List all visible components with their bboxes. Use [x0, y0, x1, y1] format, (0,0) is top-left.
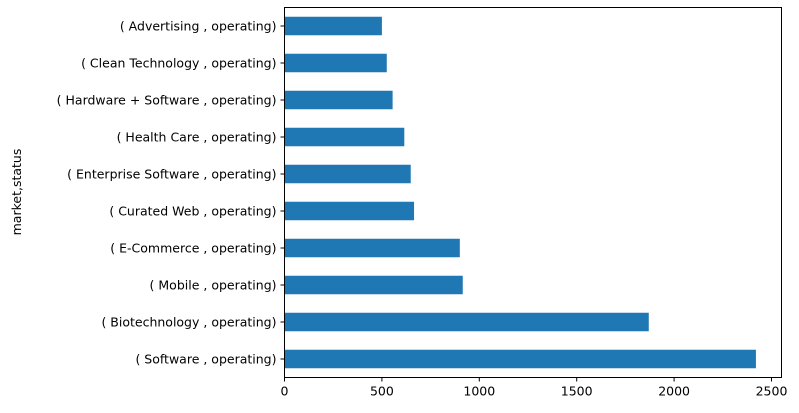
y-tick-label-3: ( E-Commerce , operating)	[110, 240, 276, 255]
x-tick-label-0: 0	[281, 384, 289, 399]
bar-9	[284, 16, 382, 36]
y-axis: ( Software , operating) ( Biotechnology ,…	[57, 18, 285, 366]
bar-4	[284, 201, 415, 221]
y-tick-label-6: ( Health Care , operating)	[117, 129, 277, 144]
y-axis-title: market,status	[9, 149, 24, 236]
x-tick-label-4: 2000	[658, 384, 690, 399]
y-tick-label-7: ( Hardware + Software , operating)	[57, 92, 277, 107]
y-tick-label-2: ( Mobile , operating)	[150, 277, 277, 292]
x-tick-label-5: 2500	[756, 384, 788, 399]
x-tick-label-2: 1000	[463, 384, 495, 399]
y-tick-label-8: ( Clean Technology , operating)	[81, 55, 276, 70]
y-tick-label-9: ( Advertising , operating)	[120, 18, 277, 33]
bar-7	[284, 90, 393, 110]
bar-8	[284, 53, 387, 73]
y-tick-label-5: ( Enterprise Software , operating)	[67, 166, 276, 181]
x-tick-label-1: 500	[370, 384, 394, 399]
x-axis: 0 500 1000 1500 2000 2500	[281, 377, 788, 399]
bar-5	[284, 164, 411, 184]
bar-6	[284, 127, 405, 147]
bar-2	[284, 275, 463, 295]
bar-3	[284, 238, 460, 258]
plot-frame	[284, 7, 782, 378]
y-tick-label-0: ( Software , operating)	[135, 351, 276, 366]
x-tick-label-3: 1500	[561, 384, 593, 399]
bar-0	[284, 349, 756, 369]
bar-1	[284, 312, 649, 332]
bars-group	[284, 16, 756, 369]
y-tick-label-1: ( Biotechnology , operating)	[101, 314, 276, 329]
y-tick-label-4: ( Curated Web , operating)	[109, 203, 276, 218]
